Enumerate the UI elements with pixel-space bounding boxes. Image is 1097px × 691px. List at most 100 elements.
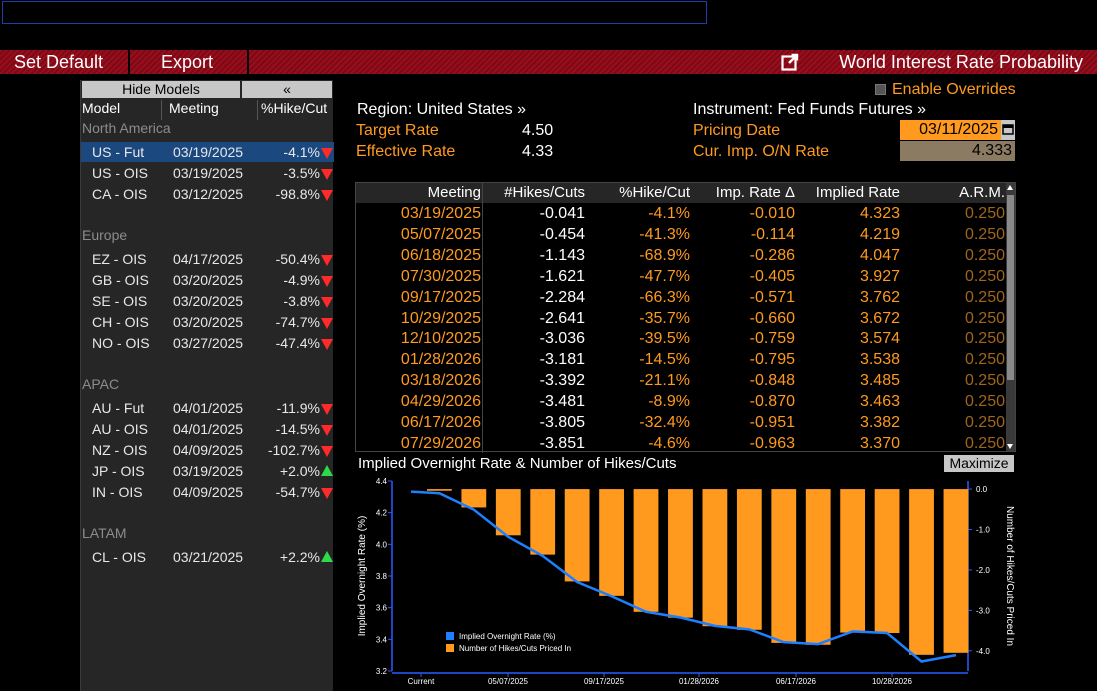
model-row[interactable]: AU - OIS 04/01/2025 -14.5%: [81, 419, 334, 439]
model-row[interactable]: NZ - OIS 04/09/2025 -102.7%: [81, 440, 334, 460]
model-row[interactable]: US - OIS 03/19/2025 -3.5%: [81, 163, 334, 183]
table-row[interactable]: 04/29/2026 -3.481 -8.9% -0.870 3.463 0.250: [356, 391, 1008, 412]
table-row[interactable]: 03/18/2026 -3.392 -21.1% -0.848 3.485 0.250: [356, 370, 1008, 391]
x-tick-label: 09/17/2025: [584, 677, 625, 686]
hikes-bar: [805, 489, 831, 645]
meeting-date: 03/20/2025: [173, 272, 244, 288]
pricing-date-input[interactable]: 03/11/2025: [900, 120, 1001, 140]
pct-cell: -41.3%: [639, 225, 690, 243]
arm-cell: 0.250: [964, 288, 1005, 306]
y-tick-label: 3.8: [376, 572, 388, 581]
command-line-input[interactable]: [2, 1, 707, 24]
model-row[interactable]: CL - OIS 03/21/2025 +2.2%: [81, 547, 334, 567]
model-row[interactable]: US - Fut 03/19/2025 -4.1%: [81, 142, 334, 162]
x-tick-label: Current: [408, 677, 435, 686]
table-row[interactable]: 12/10/2025 -3.036 -39.5% -0.759 3.574 0.250: [356, 328, 1008, 349]
model-row[interactable]: IN - OIS 04/09/2025 -54.7%: [81, 482, 334, 502]
model-row[interactable]: NO - OIS 03/27/2025 -47.4%: [81, 333, 334, 353]
cur-rate-input[interactable]: 4.333: [900, 141, 1015, 161]
table-row[interactable]: 05/07/2025 -0.454 -41.3% -0.114 4.219 0.250: [356, 224, 1008, 245]
model-name: IN - OIS: [92, 484, 143, 500]
meeting-date: 03/19/2025: [173, 463, 244, 479]
set-default-button[interactable]: Set Default: [14, 52, 104, 72]
enable-overrides-label[interactable]: Enable Overrides: [892, 81, 1016, 98]
hikes-cell: -0.041: [539, 205, 585, 222]
external-link-icon[interactable]: [781, 53, 799, 71]
col-header-rate-delta[interactable]: Imp. Rate Δ: [691, 183, 795, 203]
table-row[interactable]: 10/29/2025 -2.641 -35.7% -0.660 3.672 0.250: [356, 308, 1008, 329]
col-header-hikes[interactable]: #Hikes/Cuts: [482, 183, 585, 203]
calendar-icon[interactable]: [1001, 120, 1015, 140]
model-name: CH - OIS: [92, 314, 149, 330]
chart-title: Implied Overnight Rate & Number of Hikes…: [358, 455, 677, 472]
legend-swatch-hikes: [446, 644, 454, 652]
implied-rate-cell: 4.047: [859, 246, 900, 264]
hikes-cell: -3.481: [539, 393, 585, 411]
pct-cell: -66.3%: [639, 288, 690, 306]
table-row[interactable]: 09/17/2025 -2.284 -66.3% -0.571 3.762 0.250: [356, 287, 1008, 308]
table-row[interactable]: 07/30/2025 -1.621 -47.7% -0.405 3.927 0.250: [356, 266, 1008, 287]
hikes-bar: [633, 489, 659, 612]
toolbar: Set Default Export World Interest Rate P…: [0, 50, 1097, 74]
pricing-date-label: Pricing Date: [693, 122, 781, 139]
pct-cell: -39.5%: [639, 330, 690, 348]
model-row[interactable]: CH - OIS 03/20/2025 -74.7%: [81, 312, 334, 332]
meeting-date: 03/20/2025: [173, 293, 244, 309]
model-name: EZ - OIS: [92, 251, 147, 267]
col-header-pct[interactable]: %Hike/Cut: [261, 100, 328, 116]
hikes-bar: [495, 489, 521, 536]
hikes-bar: [840, 489, 866, 633]
hide-models-button[interactable]: Hide Models: [82, 81, 240, 98]
table-row[interactable]: 06/17/2026 -3.805 -32.4% -0.951 3.382 0.250: [356, 412, 1008, 433]
scrollbar-thumb[interactable]: [1007, 195, 1014, 380]
hike-cut-pct: -3.5%: [283, 165, 320, 181]
pct-cell: -4.6%: [648, 434, 690, 452]
model-row[interactable]: SE - OIS 03/20/2025 -3.8%: [81, 291, 334, 311]
table-scrollbar[interactable]: [1006, 183, 1015, 451]
rate-delta-cell: -0.870: [749, 393, 795, 411]
hike-cut-pct: -11.9%: [276, 400, 320, 416]
col-header-arm[interactable]: A.R.M.: [901, 183, 1005, 203]
rate-delta-cell: -0.405: [749, 267, 795, 285]
table-row[interactable]: 06/18/2025 -1.143 -68.9% -0.286 4.047 0.250: [356, 245, 1008, 266]
model-row[interactable]: GB - OIS 03/20/2025 -4.9%: [81, 270, 334, 290]
col-header-pct[interactable]: %Hike/Cut: [586, 183, 690, 203]
table-row[interactable]: 01/28/2026 -3.181 -14.5% -0.795 3.538 0.250: [356, 349, 1008, 370]
model-name: NO - OIS: [92, 335, 150, 351]
collapse-panel-button[interactable]: «: [242, 81, 332, 98]
hike-cut-pct: -98.8%: [275, 186, 320, 202]
table-row[interactable]: 07/29/2026 -3.851 -4.6% -0.963 3.370 0.250: [356, 433, 1008, 454]
pct-cell: -21.1%: [639, 372, 690, 390]
arm-cell: 0.250: [964, 351, 1005, 369]
model-name: NZ - OIS: [92, 442, 148, 458]
maximize-button[interactable]: Maximize: [944, 455, 1014, 472]
implied-rate-cell: 3.574: [859, 330, 900, 348]
rate-delta-cell: -0.114: [750, 225, 795, 243]
col-header-model[interactable]: Model: [82, 100, 121, 116]
meeting-cell: 09/17/2025: [400, 288, 481, 306]
model-row[interactable]: EZ - OIS 04/17/2025 -50.4%: [81, 249, 334, 269]
meeting-cell: 07/29/2026: [400, 434, 481, 452]
rate-chart[interactable]: 3.2 3.4 3.6 3.8 4.0 4.2 4.4 0.0 -1.0 -2.0 -3.0 -4.0…: [355, 475, 1016, 691]
model-row[interactable]: JP - OIS 03/19/2025 +2.0%: [81, 461, 334, 481]
models-panel: Hide Models « Model Meeting %Hike/Cut No…: [80, 80, 334, 691]
table-row[interactable]: 03/19/2025 -0.041 -4.1% -0.010 4.323 0.250: [356, 203, 1008, 224]
instrument-selector[interactable]: Instrument: Fed Funds Futures »: [693, 101, 926, 118]
region-header: LATAM: [82, 525, 127, 541]
export-button[interactable]: Export: [161, 52, 214, 72]
model-row[interactable]: CA - OIS 03/12/2025 -98.8%: [81, 184, 334, 204]
pct-cell: -32.4%: [639, 414, 690, 431]
model-row[interactable]: AU - Fut 04/01/2025 -11.9%: [81, 398, 334, 418]
model-name: SE - OIS: [92, 293, 148, 309]
rate-delta-cell: -0.963: [749, 434, 795, 452]
hikes-cell: -2.284: [539, 288, 585, 306]
col-header-implied-rate[interactable]: Implied Rate: [796, 183, 900, 203]
col-header-meeting[interactable]: Meeting: [169, 100, 219, 116]
implied-rate-cell: 3.927: [859, 267, 900, 285]
region-selector[interactable]: Region: United States »: [357, 101, 526, 118]
rate-delta-cell: -0.759: [749, 330, 795, 348]
arm-cell: 0.250: [964, 225, 1005, 243]
col-header-meeting[interactable]: Meeting: [356, 183, 481, 203]
enable-overrides-checkbox[interactable]: [875, 84, 886, 95]
down-arrow-icon: [321, 446, 333, 457]
